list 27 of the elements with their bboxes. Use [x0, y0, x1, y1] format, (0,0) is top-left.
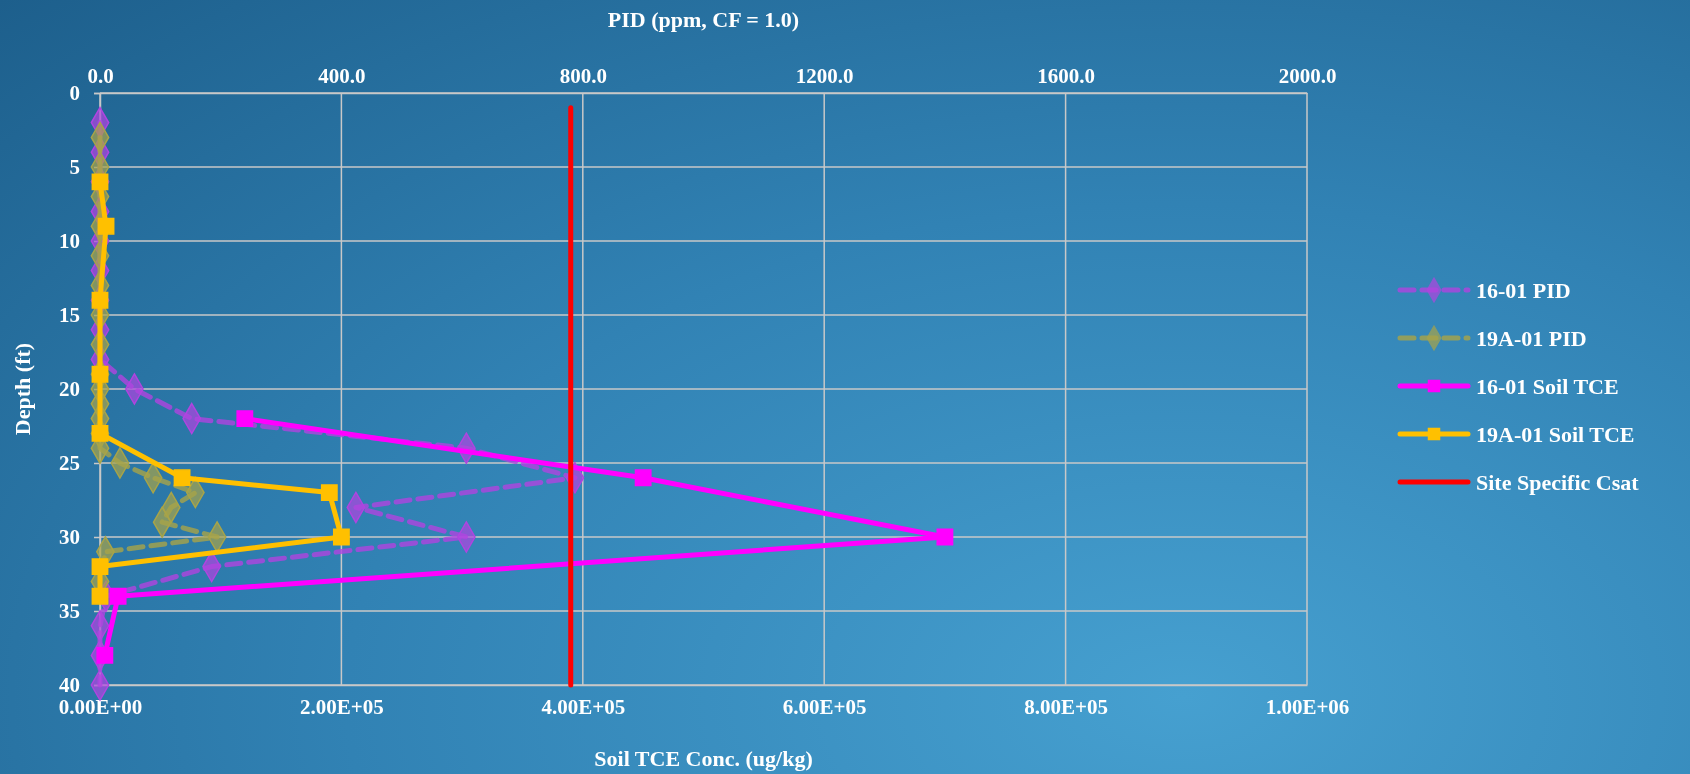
y-tick-label: 20 — [59, 377, 80, 402]
x2-axis-title: PID (ppm, CF = 1.0) — [607, 7, 800, 32]
x2-tick-label: 2000.0 — [1278, 64, 1337, 88]
x2-tick-label: 1600.0 — [1037, 64, 1095, 88]
y-tick-label: 35 — [59, 599, 80, 624]
x-tick-label: 1.00E+06 — [1265, 694, 1350, 719]
y-tick-label: 30 — [59, 525, 80, 550]
y-tick-label: 15 — [59, 303, 80, 328]
x-axis-title: Soil TCE Conc. (ug/kg) — [594, 746, 813, 771]
legend-label: 19A-01 PID — [1476, 326, 1587, 351]
y-tick-label: 10 — [59, 229, 80, 254]
y-axis-title: Depth (ft) — [10, 342, 35, 436]
x-tick-label: 2.00E+05 — [300, 694, 384, 719]
y-tick-label: 0 — [69, 81, 80, 106]
x2-tick-label: 400.0 — [318, 64, 366, 88]
legend-label: 19A-01 Soil TCE — [1476, 422, 1635, 447]
y-tick-label: 5 — [69, 155, 80, 180]
x2-tick-label: 800.0 — [559, 64, 607, 88]
legend-label: Site Specific Csat — [1476, 470, 1640, 495]
y-tick-label: 25 — [59, 451, 80, 476]
x-tick-label: 8.00E+05 — [1024, 694, 1108, 719]
x2-tick-label: 0.0 — [87, 64, 114, 88]
legend-label: 16-01 PID — [1476, 278, 1571, 303]
legend-label: 16-01 Soil TCE — [1476, 374, 1619, 399]
x-tick-label: 6.00E+05 — [782, 694, 867, 719]
x2-tick-label: 1200.0 — [795, 64, 854, 88]
x-tick-label: 4.00E+05 — [541, 694, 626, 719]
